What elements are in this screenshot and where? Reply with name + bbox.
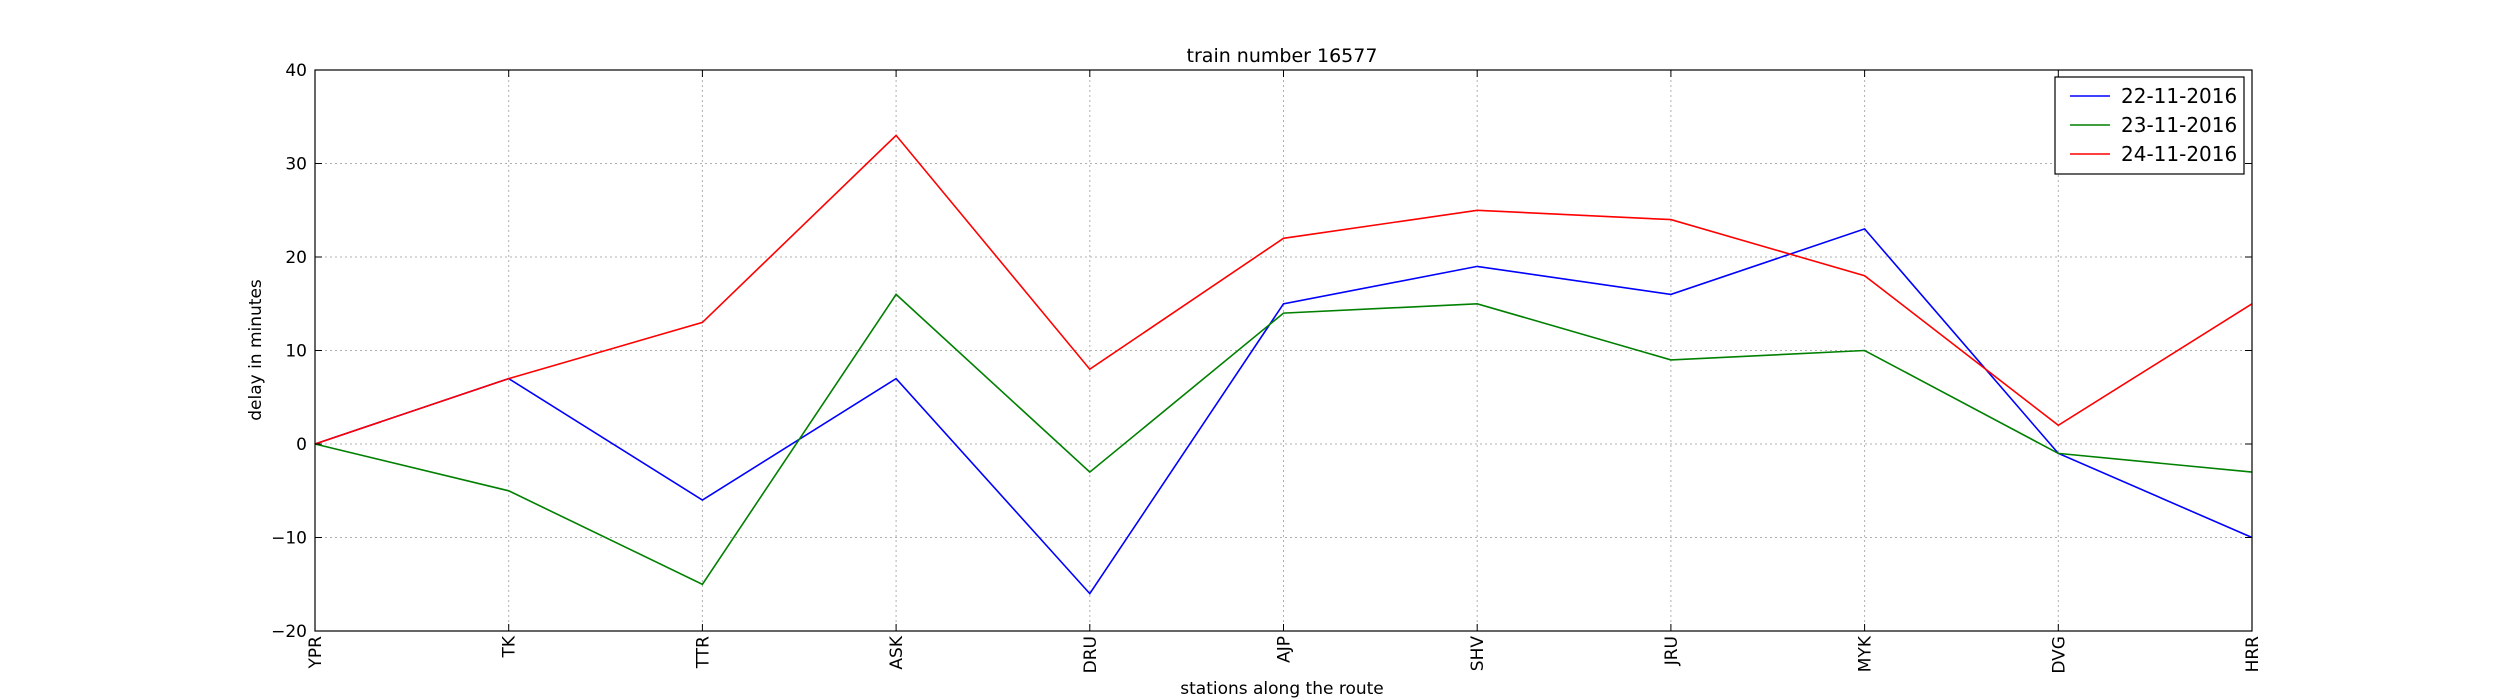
legend-label: 22-11-2016 <box>2121 84 2237 108</box>
x-axis-label: stations along the route <box>1180 679 1384 699</box>
x-tick-label: MYK <box>1856 635 1876 672</box>
x-tick-label: AJP <box>1275 636 1295 663</box>
x-tick-label: TK <box>500 635 520 658</box>
x-tick-label: ASK <box>887 635 907 669</box>
y-tick-label: −10 <box>271 529 307 549</box>
chart-title: train number 16577 <box>1187 45 1378 67</box>
axes: −20 −10 0 10 20 30 40 YPR TK TTR ASK DRU AJP SHV JRU MY… <box>271 61 2263 674</box>
x-tick-label: YPR <box>306 636 326 670</box>
y-tick-label: −20 <box>271 622 307 642</box>
x-tick-label: TTR <box>693 636 713 669</box>
y-tick-label: 40 <box>285 61 307 81</box>
x-tick-label: DRU <box>1081 636 1101 673</box>
legend-label: 24-11-2016 <box>2121 142 2237 166</box>
x-tick-label: DVG <box>2049 636 2069 674</box>
series-lines <box>314 134 2253 595</box>
y-tick-label: 20 <box>285 248 307 268</box>
y-tick-label: 0 <box>296 435 307 455</box>
x-tick-label: JRU <box>1662 636 1682 666</box>
series-line <box>314 227 2253 595</box>
x-tick-label: HRR <box>2243 636 2263 673</box>
y-axis-label: delay in minutes <box>246 279 266 421</box>
x-tick-label: SHV <box>1468 636 1488 672</box>
y-tick-label: 30 <box>285 155 307 175</box>
y-tick-label: 10 <box>285 342 307 362</box>
series-line <box>314 293 2253 586</box>
series-line <box>314 134 2253 445</box>
legend-label: 23-11-2016 <box>2121 113 2237 137</box>
legend: 22-11-2016 23-11-2016 24-11-2016 <box>2054 76 2245 175</box>
